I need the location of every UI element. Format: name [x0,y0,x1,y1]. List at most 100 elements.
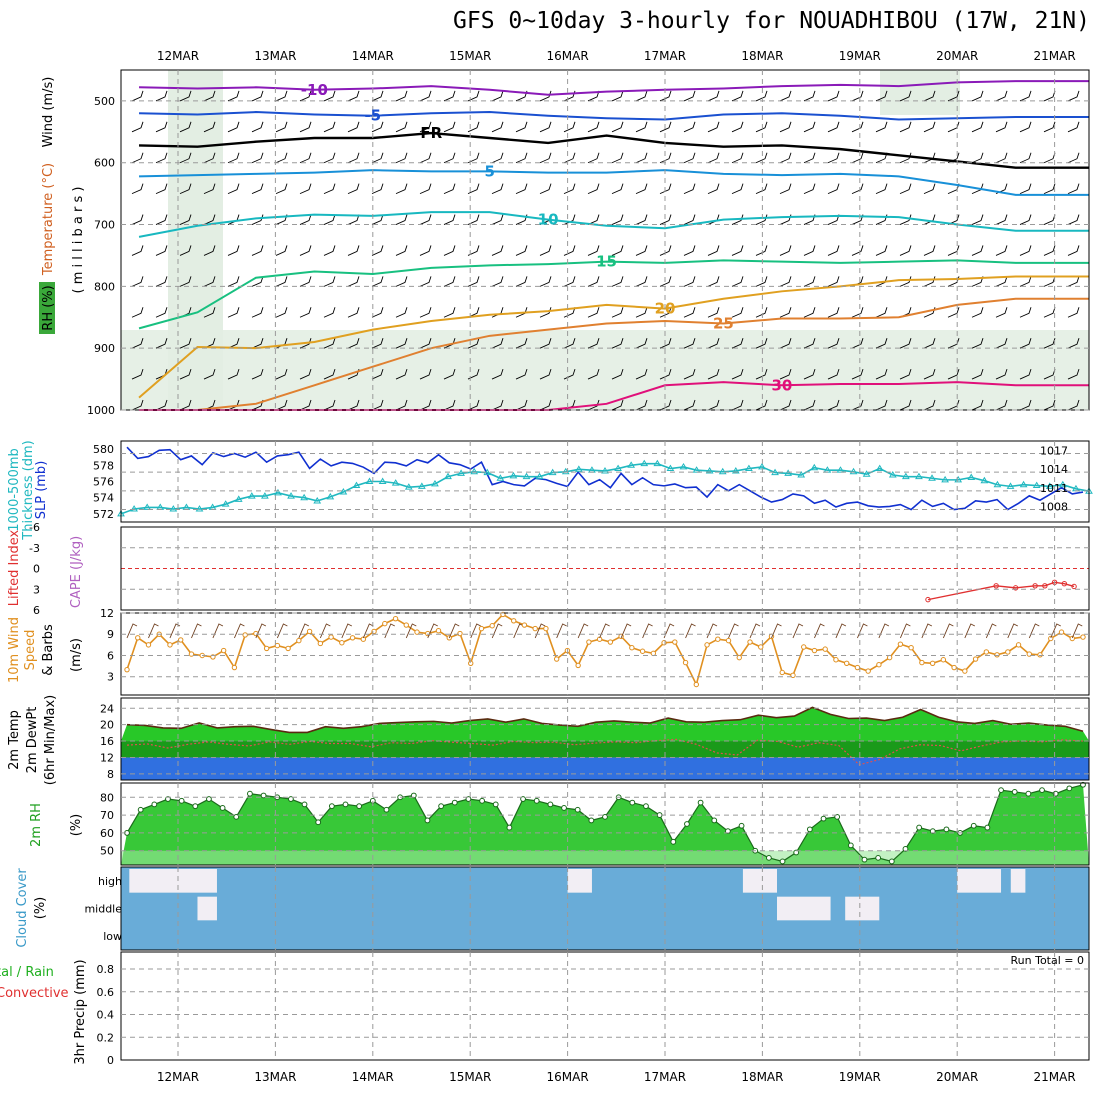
wind-barb [131,90,144,102]
wind-barb [995,307,1008,318]
wind-barb [707,121,720,133]
wind-barb [707,276,720,287]
wind-barb [659,214,672,225]
label-rh2b: (%) [69,814,84,837]
wind-barb [827,90,840,102]
rh-marker [929,828,936,835]
ytick-wind: 6 [107,649,114,662]
label-thickness: 1000-500mb [7,448,22,532]
rh-marker [806,826,813,833]
thickness-line-marker [1058,480,1067,488]
wind-barb [419,183,432,195]
thickness-line-marker [130,505,138,512]
wind-barb [1067,121,1080,133]
wind-barb [803,368,816,380]
wind-barb [395,399,408,411]
panel-frame-rh [120,782,1090,866]
wind-barb [347,183,360,195]
wind-barb [395,90,408,102]
wind-barb [899,121,912,133]
wind-barb [707,399,720,411]
rh-marker [1052,790,1059,797]
wind10-marker [167,642,173,648]
rh-marker [301,801,308,808]
label-slp: SLP (mb) [34,461,49,520]
wind-barb [803,183,816,195]
label-millibars: ( m i l l i b a r s ) [71,187,86,294]
thickness-line-marker [928,474,936,481]
wind10-marker [328,634,334,640]
wind10-marker [392,615,399,622]
temperature-contour [139,169,1089,196]
wind-barb [851,183,864,195]
temperature-contour [139,131,1089,169]
wind10-marker [629,645,635,651]
temp-line [126,706,1084,734]
label-t2a: 2m Temp [7,710,22,770]
wind-barb [779,338,792,349]
wind-barb [899,276,912,287]
wind-barb [659,338,672,349]
wind-barb [683,152,696,164]
wind-barb [539,368,552,380]
wind-barb [299,399,312,411]
wind10-marker [414,629,420,635]
wind-barb [179,368,192,380]
ytick-rh: 50 [100,845,114,858]
wind-barb [635,307,648,318]
ytick-thickness: 576 [93,476,114,489]
wind-barb [779,245,792,256]
temperature-contour [138,259,1089,330]
cloud-clear-high [129,869,217,893]
wind-barb [875,121,888,133]
wind-barb [491,121,504,133]
wind-barb [899,245,912,256]
rh-marker [356,803,363,810]
wind-barb [827,245,840,256]
wind-barb [851,245,864,256]
wind-barb [659,276,672,287]
wind-barb [131,121,144,133]
rh-marker [1011,789,1018,795]
wind-barb [563,214,576,225]
date-label-top: 14MAR [352,49,394,63]
thickness-line-marker [705,466,714,474]
wind-barb [995,214,1008,225]
wind10-marker [854,664,861,671]
ytick-pressure: 1000 [87,404,115,417]
wind-barb [131,183,144,195]
rh-shade [880,70,960,115]
wind-barb [515,121,528,133]
wind10-marker [285,645,291,652]
rh-marker [793,849,800,856]
wind-barb [587,121,600,133]
contour-label: 5 [484,162,494,180]
rh-marker [711,817,718,824]
ytick-lifted: -6 [29,521,40,534]
wind-barb [179,183,192,195]
wind-barb [371,276,384,287]
wind-barb [803,307,816,318]
wind10-marker [897,641,904,647]
wind10-barb [835,623,847,639]
wind-barb [275,245,288,256]
wind10-marker [972,656,979,662]
wind-barb [203,90,216,102]
wind10-marker [145,642,152,648]
wind10-marker [274,642,281,649]
wind-barb [227,276,240,287]
rh-marker [438,803,445,810]
wind-barb [443,183,456,195]
thickness-line-marker [640,459,649,467]
thickness-line-marker [300,493,309,501]
wind10-barb [405,623,417,639]
wind-barb [587,338,600,349]
wind-barb [371,152,384,164]
rh-marker [1080,781,1086,788]
date-label-bottom: 16MAR [547,1070,589,1084]
wind-barb [803,399,816,411]
thickness-line-marker [875,464,884,472]
wind-barb [371,368,384,380]
thickness-line-marker [444,472,452,480]
ytick-pressure: 500 [94,95,115,108]
